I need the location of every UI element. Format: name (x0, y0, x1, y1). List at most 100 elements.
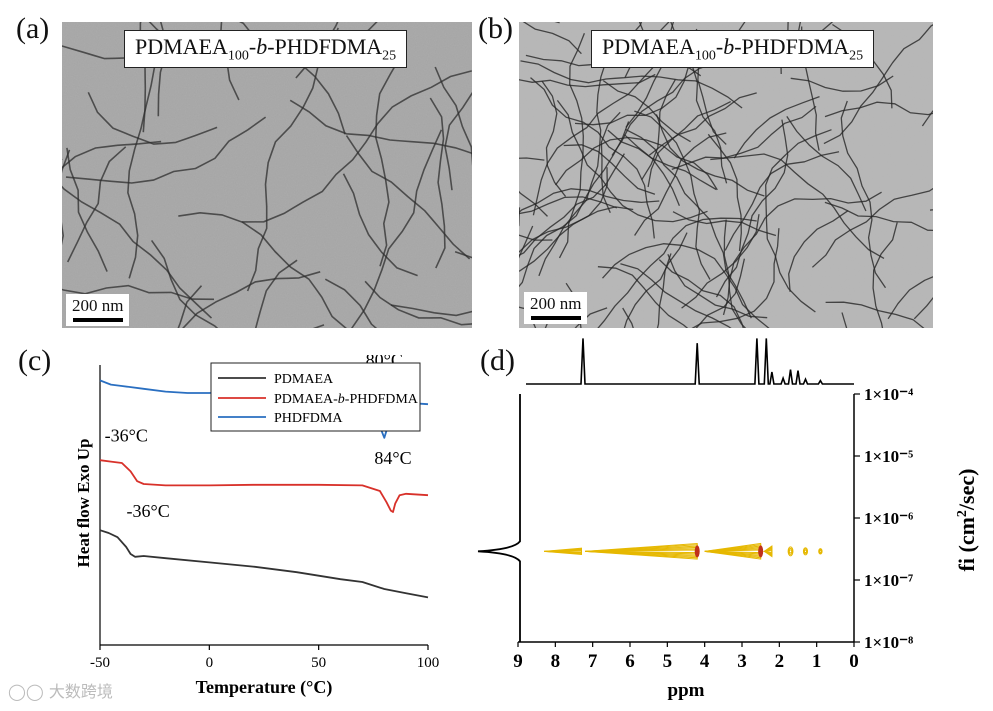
dosy-y-tick-label: 1×10⁻⁵ (864, 447, 913, 466)
dsc-x-axis-label: Temperature (°C) (196, 677, 333, 698)
scale-bar-a: 200 nm (66, 294, 130, 326)
fiber (182, 271, 321, 328)
fiber (691, 228, 780, 328)
dosy-x-tick-label: 3 (737, 651, 747, 672)
contour-peak (758, 545, 764, 558)
fiber (823, 24, 933, 145)
contour-ring (788, 549, 793, 554)
contour-peak (694, 545, 700, 558)
panel-a-title: PDMAEA100-b-PHDFDMA25 (124, 30, 408, 69)
fiber (374, 54, 402, 267)
dosy-x-tick-label: 7 (588, 651, 598, 672)
fiber (127, 43, 165, 279)
fiber (87, 91, 218, 145)
fiber (241, 70, 472, 223)
fiber (602, 243, 770, 328)
fiber (623, 232, 688, 328)
fiber (62, 284, 215, 301)
fiber (786, 116, 867, 212)
dosy-contour-band (544, 547, 582, 556)
fiber (790, 75, 894, 92)
panel-c-label: (c) (18, 344, 52, 377)
fiber (597, 217, 757, 328)
dsc-series-pdmaea (99, 529, 429, 599)
fiber (707, 133, 742, 252)
fiber (695, 258, 746, 328)
fiber (364, 280, 472, 326)
fiber (710, 153, 885, 259)
fiber (66, 146, 127, 263)
contour-ring (788, 547, 793, 555)
dsc-annotation: 84°C (374, 448, 411, 468)
fiber (607, 129, 681, 206)
fiber (658, 259, 744, 328)
fiber (765, 129, 832, 313)
legend-pdmaea: PDMAEA (274, 372, 334, 387)
dsc-legend: PDMAEA PDMAEA-b-PHDFDMA PHDFDMA (210, 362, 421, 432)
contour-ring (544, 550, 582, 553)
panel-b-title: PDMAEA100-b-PHDFDMA25 (591, 30, 875, 69)
fiber (519, 225, 534, 259)
tem-image-a (62, 22, 472, 328)
dosy-y-tick-label: 1×10⁻⁶ (864, 509, 913, 528)
fiber (390, 304, 472, 317)
fiber (872, 222, 898, 328)
fiber (62, 140, 162, 169)
fiber (597, 266, 689, 328)
fiber (811, 187, 933, 268)
fiber (541, 80, 567, 197)
fiber (803, 22, 833, 46)
fiber (554, 136, 718, 191)
fiber (887, 276, 933, 320)
fiber (538, 59, 608, 277)
dsc-x-tick-label: -50 (90, 655, 110, 671)
dsc-annotation: -36°C (105, 425, 148, 445)
dosy-y-tick-label: 1×10⁻⁴ (864, 385, 913, 404)
fiber (519, 73, 656, 88)
fiber (648, 92, 757, 156)
fiber (825, 301, 925, 328)
fiber (723, 219, 747, 328)
dosy-x-tick-label: 2 (775, 651, 785, 672)
dosy-x-tick-label: 4 (700, 651, 710, 672)
fiber (62, 185, 213, 319)
fiber (788, 210, 849, 292)
watermark-icon: ◯◯ (8, 682, 44, 701)
fiber (150, 239, 219, 328)
fiber (324, 278, 378, 328)
dosy-x-tick-label: 9 (513, 651, 523, 672)
dosy-y-axis-label: fi (cm2/sec) (954, 469, 979, 572)
fiber (556, 100, 708, 223)
dsc-x-tick-label: 100 (417, 655, 440, 671)
dosy-contour-band (585, 542, 700, 560)
dosy-contour-band (704, 542, 764, 560)
watermark-logo: ◯◯ 大数跨境 (8, 682, 113, 701)
fiber (655, 114, 765, 197)
contour-ring (818, 549, 822, 553)
fiber (254, 259, 298, 328)
fiber (724, 151, 840, 251)
fiber (434, 66, 472, 167)
scale-bar-b: 200 nm (524, 292, 588, 324)
fiber (178, 211, 347, 328)
fiber (824, 201, 933, 232)
dosy-x-tick-label: 5 (663, 651, 673, 672)
fiber (634, 132, 727, 236)
fiber (351, 129, 443, 328)
legend-pdmaea-b-phdfdma: PDMAEA-b-PHDFDMA (274, 392, 419, 407)
fiber (681, 214, 760, 309)
dosy-contour-band (818, 548, 823, 555)
fiber (733, 95, 820, 159)
fiber (667, 254, 768, 319)
fiber (522, 22, 582, 55)
fiber (519, 234, 553, 241)
fiber (530, 77, 655, 239)
fiber (177, 285, 203, 328)
dsc-series-pdmaea-b-phdfdma (99, 459, 429, 513)
fiber (634, 110, 711, 280)
dosy-y-tick-label: 1×10⁻⁸ (864, 633, 913, 652)
fiber (563, 144, 656, 195)
dosy-x-tick-label: 0 (849, 651, 859, 672)
fiber (520, 60, 743, 109)
fiber (671, 105, 817, 171)
